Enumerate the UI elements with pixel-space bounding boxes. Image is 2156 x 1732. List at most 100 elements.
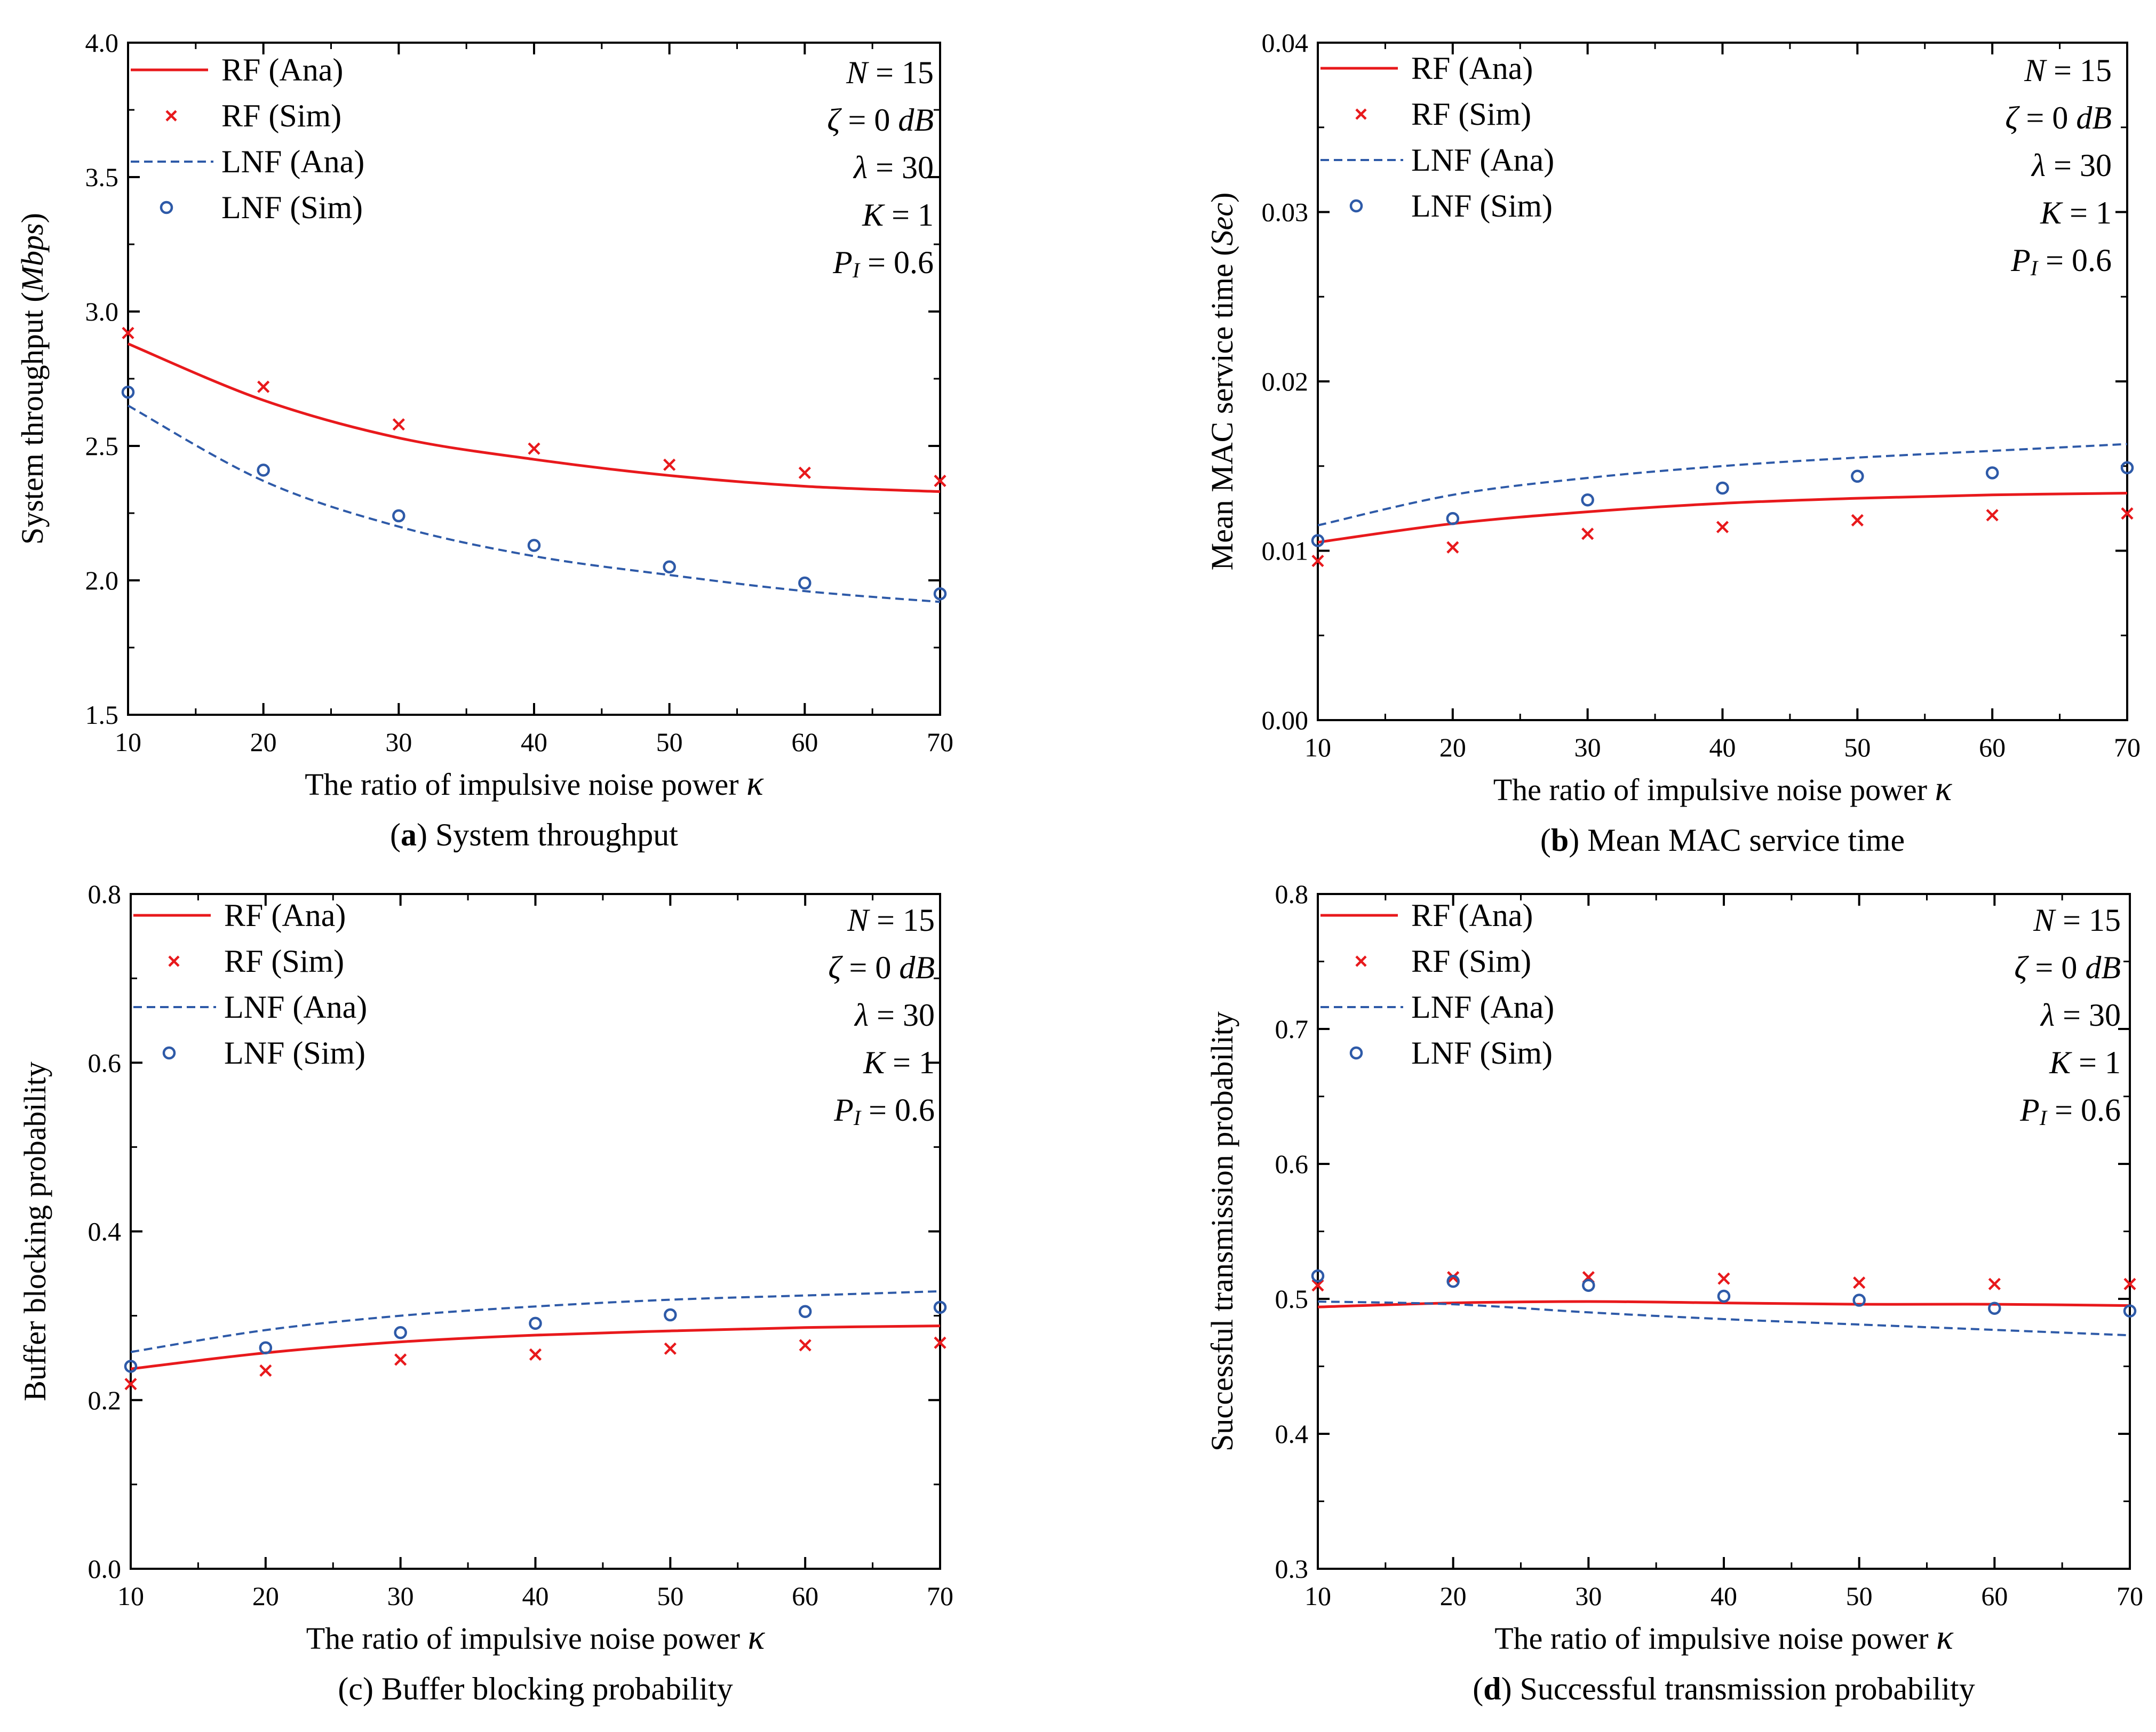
panel-c: 10 20 30 40 50 60 70 0.0 0.2 0.4 0.6 0.8 The ratio o… <box>0 866 1078 1731</box>
legend-label: RF (Sim) <box>224 944 345 979</box>
legend-dashed-blue-icon <box>131 161 213 163</box>
legend-label: RF (Sim) <box>1411 97 1532 132</box>
chart-d-svg: 10 20 30 40 50 60 70 0.3 0.4 0.5 0.6 0.7 0.8 The rati… <box>1205 879 2143 1706</box>
lnf-sim-point <box>798 576 812 590</box>
x-tick-label: 10 <box>1304 732 1331 762</box>
figure-caption: (a) System throughput <box>390 817 678 852</box>
param-n: N = 15 <box>2024 53 2112 88</box>
rf-sim-point <box>1446 541 1459 554</box>
y-tick-label: 0.7 <box>1275 1014 1309 1044</box>
x-axis-label: The ratio of impulsive noise power κ <box>1494 1618 1954 1657</box>
y-tick-label: 0.04 <box>1262 28 1309 58</box>
cross-marker-icon <box>1355 108 1367 120</box>
x-tick-label: 10 <box>115 727 141 757</box>
series-line-lnf-ana- <box>1317 1300 2130 1337</box>
series-line-lnf-ana- <box>1317 443 2128 526</box>
param-p: PI = 0.6 <box>2011 243 2112 280</box>
y-tick-label: 1.5 <box>85 700 119 730</box>
legend-label: RF (Ana) <box>1411 51 1533 86</box>
y-axis-label: System throughput (Mbps) <box>15 213 50 545</box>
param-k: K = 1 <box>863 1045 935 1080</box>
figure-caption: (d) Successful transmission probability <box>1473 1671 1975 1706</box>
x-tick-label: 50 <box>657 1581 683 1611</box>
lnf-sim-point <box>663 560 676 574</box>
series-line-rf-ana- <box>1317 1300 2130 1308</box>
rf-sim-point <box>934 1336 946 1349</box>
legend-label: LNF (Sim) <box>1411 1035 1553 1071</box>
lnf-sim-point <box>1716 481 1729 495</box>
x-tick-label: 40 <box>522 1581 549 1611</box>
params-d: N = 15 ζ = 0 dB λ = 30 K = 1 PI = 0.6 <box>2014 897 2121 1142</box>
rf-sim-point <box>1853 1276 1866 1289</box>
y-tick-label: 0.0 <box>88 1554 122 1584</box>
rf-sim-point <box>392 418 405 431</box>
x-tick-label: 50 <box>1846 1581 1873 1611</box>
chart-b-svg: 10 20 30 40 50 60 70 0.00 0.01 0.02 0.03 0.04 The ra… <box>1205 28 2141 858</box>
panel-d: 10 20 30 40 50 60 70 0.3 0.4 0.5 0.6 0.7 0.8 The rati… <box>1078 866 2155 1731</box>
lnf-sim-point <box>1851 469 1864 483</box>
x-tick-label: 20 <box>252 1581 279 1611</box>
legend-label: LNF (Sim) <box>1411 188 1553 224</box>
legend-dashed-blue-icon <box>133 1006 216 1008</box>
lnf-sim-point <box>124 1360 138 1373</box>
figure-caption: (c) Buffer blocking probability <box>338 1671 733 1706</box>
x-tick-label: 50 <box>1844 732 1871 762</box>
rf-sim-point <box>1988 1278 2001 1290</box>
x-tick-label: 60 <box>792 1581 818 1611</box>
legend-label: RF (Sim) <box>1411 944 1532 979</box>
x-tick-label: 40 <box>1709 732 1736 762</box>
param-p: PI = 0.6 <box>2020 1092 2121 1130</box>
rf-sim-point <box>124 1378 137 1391</box>
y-tick-label: 0.4 <box>1275 1419 1309 1449</box>
y-axis-label: Successful transmission probability <box>1205 1011 1239 1451</box>
lnf-sim-point <box>527 539 541 552</box>
lnf-sim-point <box>2123 1304 2137 1318</box>
param-n: N = 15 <box>846 55 934 90</box>
lnf-sim-point <box>259 1341 273 1354</box>
param-lambda: λ = 30 <box>2032 148 2112 183</box>
legend-dashed-blue-icon <box>1320 1006 1403 1008</box>
cross-marker-icon <box>165 110 177 122</box>
rf-sim-point <box>528 442 540 455</box>
x-tick-label: 10 <box>117 1581 144 1611</box>
legend-line-red-icon <box>1320 67 1398 70</box>
lnf-sim-point <box>2120 461 2134 475</box>
lnf-sim-point <box>121 385 135 399</box>
rf-sim-point <box>934 474 946 488</box>
rf-sim-point <box>798 466 811 479</box>
figure-caption: (b) Mean MAC service time <box>1540 823 1905 858</box>
params-c: N = 15 ζ = 0 dB λ = 30 K = 1 PI = 0.6 <box>828 897 935 1142</box>
circle-marker-icon <box>1349 1046 1363 1060</box>
params-a: N = 15 ζ = 0 dB λ = 30 K = 1 PI = 0.6 <box>827 49 934 294</box>
x-tick-label: 20 <box>250 727 277 757</box>
x-tick-label: 70 <box>2114 732 2141 762</box>
y-tick-label: 0.5 <box>1275 1284 1309 1314</box>
chart-c-svg: 10 20 30 40 50 60 70 0.0 0.2 0.4 0.6 0.8 The ratio o… <box>18 879 953 1706</box>
lnf-sim-point <box>664 1308 677 1322</box>
legend-label: LNF (Sim) <box>224 1035 366 1071</box>
x-tick-label: 30 <box>387 1581 414 1611</box>
y-tick-label: 0.01 <box>1262 536 1309 566</box>
y-tick-label: 0.8 <box>88 879 122 909</box>
series-line-rf-ana- <box>1317 492 2128 544</box>
y-tick-label: 0.8 <box>1275 879 1309 909</box>
legend-label: LNF (Ana) <box>224 989 368 1025</box>
x-axis-label: The ratio of impulsive noise power κ <box>306 1618 766 1657</box>
param-n: N = 15 <box>847 903 935 938</box>
x-tick-label: 60 <box>1981 1581 2008 1611</box>
lnf-sim-point <box>933 1300 947 1314</box>
circle-marker-icon <box>1349 199 1363 213</box>
rf-sim-point <box>1717 1272 1730 1285</box>
legend-label: LNF (Sim) <box>221 190 363 225</box>
cross-marker-icon <box>1355 955 1367 967</box>
param-k: K = 1 <box>2040 195 2112 230</box>
param-k: K = 1 <box>2049 1045 2121 1080</box>
rf-sim-point <box>663 458 676 471</box>
legend-line-red-icon <box>131 68 208 71</box>
legend-label: RF (Ana) <box>221 52 344 87</box>
y-tick-label: 0.6 <box>1275 1149 1309 1179</box>
y-tick-label: 0.2 <box>88 1385 122 1415</box>
lnf-sim-point <box>394 1326 407 1339</box>
param-p: PI = 0.6 <box>834 1092 935 1130</box>
rf-sim-point <box>1716 521 1729 533</box>
